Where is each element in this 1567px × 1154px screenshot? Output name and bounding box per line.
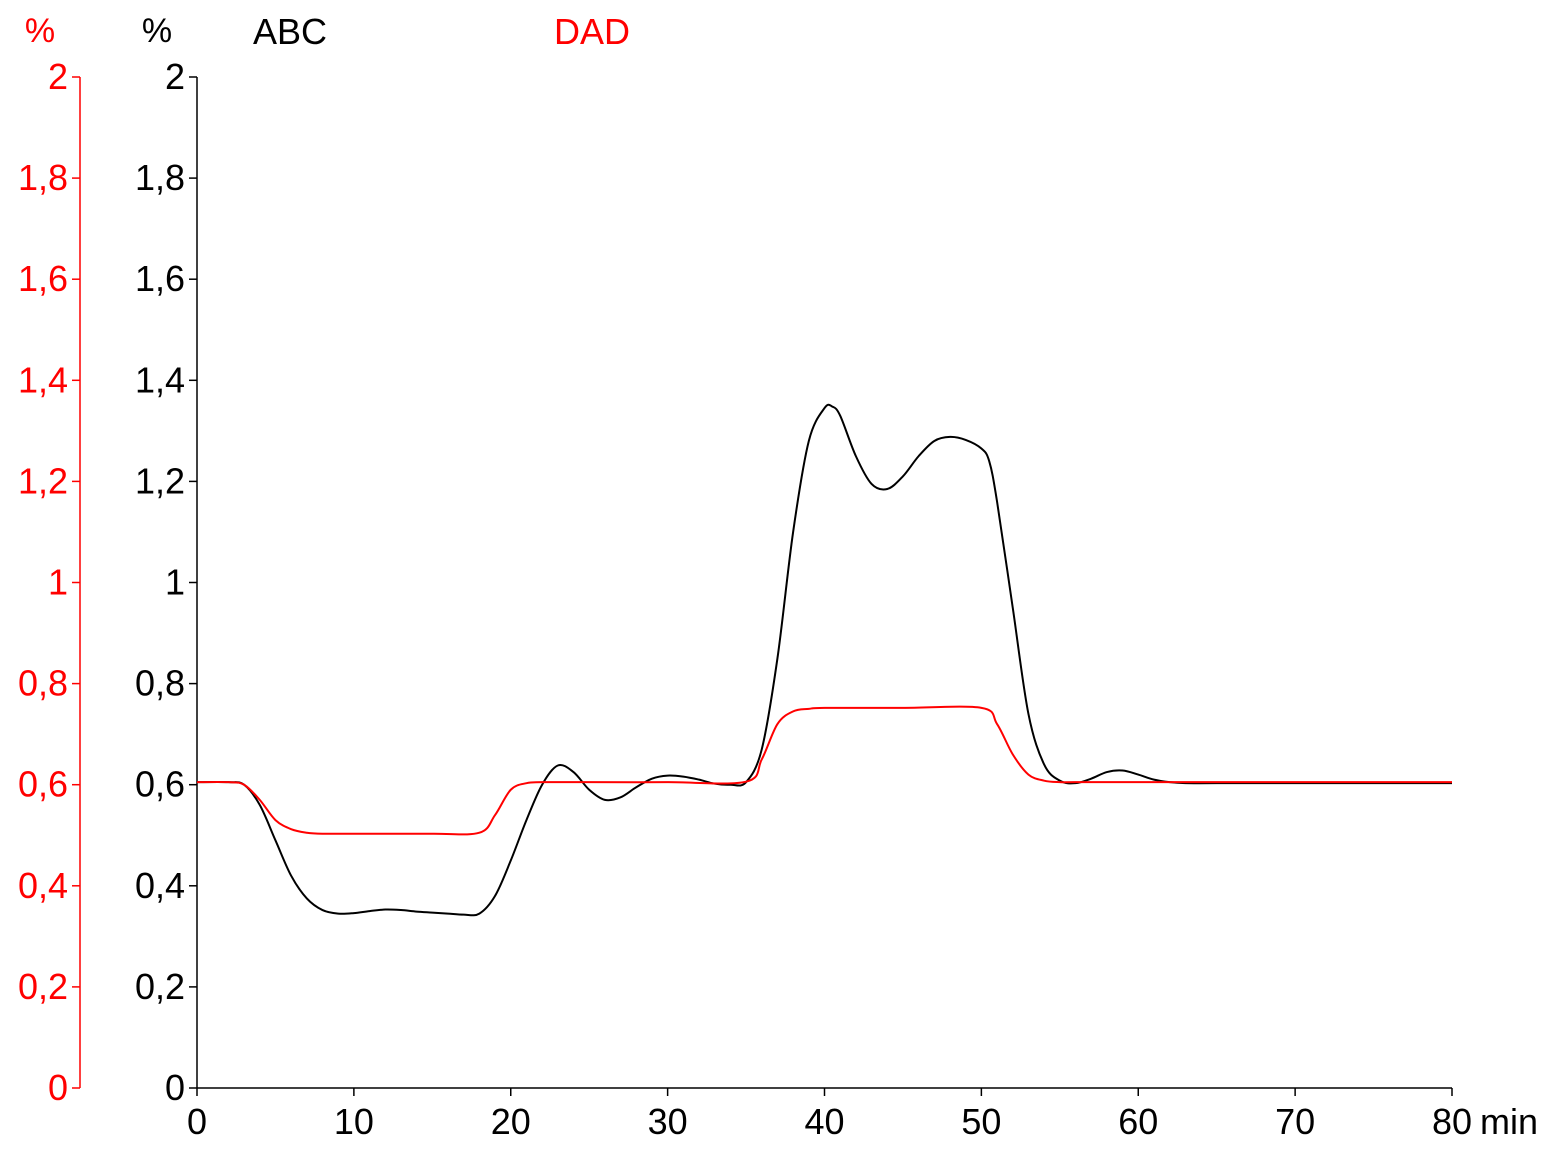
- y-axis-0-unit-label: %: [25, 12, 55, 50]
- y-axis-1-unit-label: %: [142, 12, 172, 50]
- y-axis-0-tick-label: 0,4: [18, 865, 68, 906]
- y-axis-1-tick-label: 0,8: [135, 663, 185, 704]
- y-axis-0-tick-label: 1,8: [18, 157, 68, 198]
- y-axis-1-tick-label: 1,4: [135, 359, 185, 400]
- x-axis-tick-label: 30: [648, 1101, 688, 1142]
- legend-label-abc: ABC: [253, 11, 327, 52]
- y-axis-1-tick-label: 0,2: [135, 966, 185, 1007]
- x-axis-tick-label: 0: [187, 1101, 207, 1142]
- y-axis-0-tick-label: 1,4: [18, 359, 68, 400]
- y-axis-0-tick-label: 2: [48, 56, 68, 97]
- y-axis-0-tick-label: 0,6: [18, 764, 68, 805]
- x-axis-tick-label: 60: [1118, 1101, 1158, 1142]
- y-axis-0-tick-label: 1,2: [18, 460, 68, 501]
- x-axis-tick-label: 70: [1275, 1101, 1315, 1142]
- y-axis-0-tick-label: 0: [48, 1067, 68, 1108]
- x-axis-tick-label: 50: [961, 1101, 1001, 1142]
- y-axis-1-tick-label: 1,8: [135, 157, 185, 198]
- y-axis-1-tick-label: 1,6: [135, 258, 185, 299]
- y-axis-0-tick-label: 1: [48, 562, 68, 603]
- x-axis-unit-label: min: [1480, 1101, 1538, 1142]
- y-axis-0-tick-label: 0,8: [18, 663, 68, 704]
- x-axis-tick-label: 80: [1432, 1101, 1472, 1142]
- x-axis-tick-label: 10: [334, 1101, 374, 1142]
- series-line-abc: [196, 403, 1452, 917]
- y-axis-0-tick-label: 1,6: [18, 258, 68, 299]
- y-axis-1-tick-label: 1: [165, 562, 185, 603]
- y-axis-1-tick-label: 1,2: [135, 460, 185, 501]
- series-line-dad: [196, 705, 1452, 836]
- x-axis-tick-label: 40: [804, 1101, 844, 1142]
- x-axis-tick-label: 20: [491, 1101, 531, 1142]
- y-axis-1-tick-label: 0: [165, 1067, 185, 1108]
- y-axis-1-tick-label: 2: [165, 56, 185, 97]
- legend-label-dad: DAD: [554, 11, 630, 52]
- y-axis-1-tick-label: 0,4: [135, 865, 185, 906]
- y-axis-1-tick-label: 0,6: [135, 764, 185, 805]
- y-axis-0-tick-label: 0,2: [18, 966, 68, 1007]
